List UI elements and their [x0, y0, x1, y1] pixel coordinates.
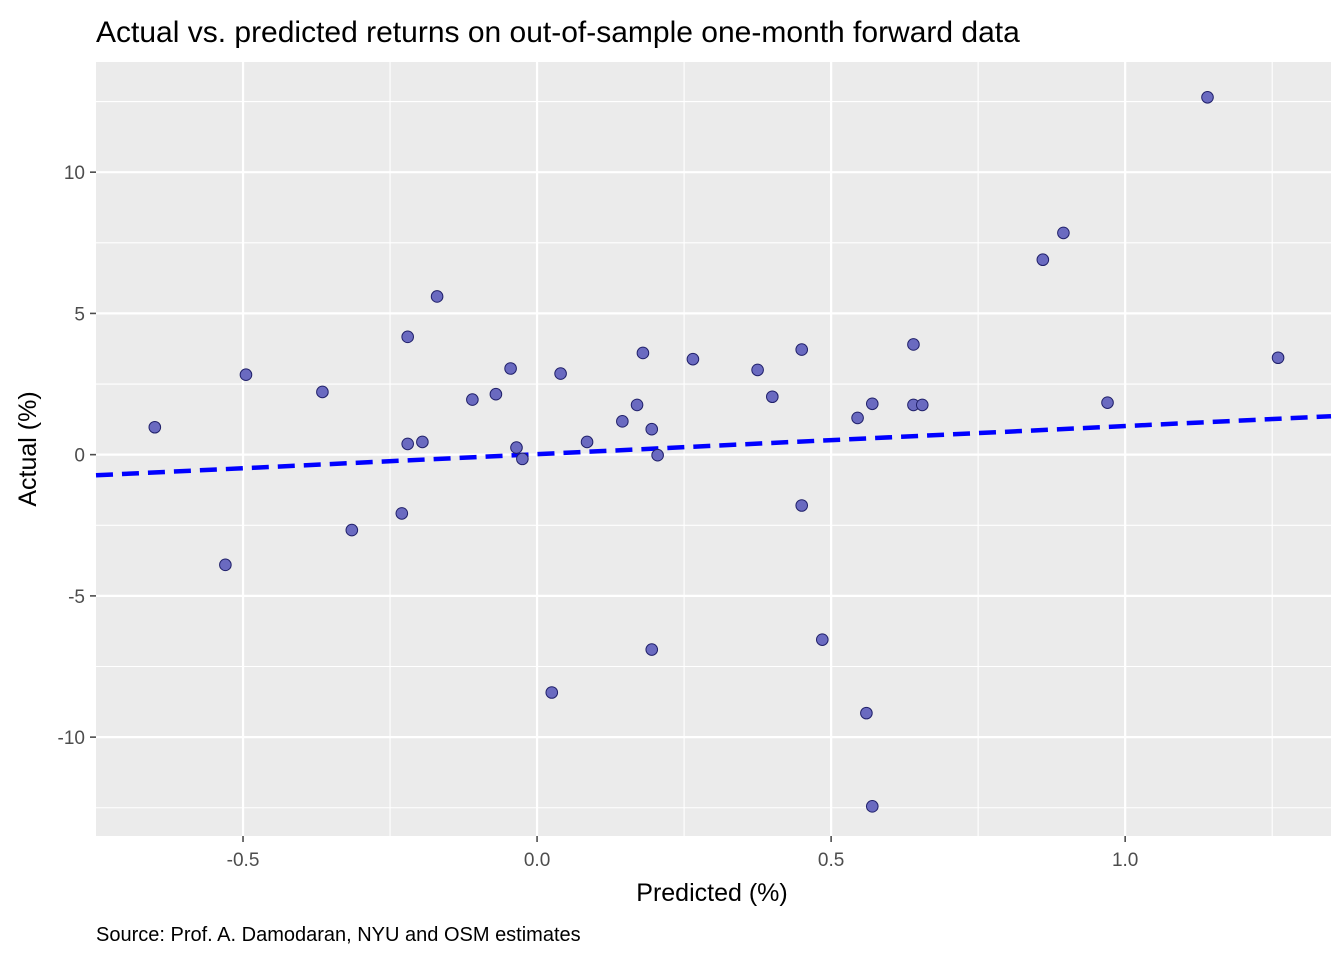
- y-tick-label: 5: [74, 304, 85, 325]
- scatter-point: [645, 643, 659, 656]
- scatter-point: [345, 523, 359, 537]
- scatter-point: [686, 352, 700, 366]
- scatter-point: [636, 346, 650, 360]
- y-tick-label: 10: [64, 163, 85, 184]
- scatter-point: [545, 686, 559, 699]
- trend-line: [95, 413, 1332, 478]
- scatter-point: [795, 499, 809, 512]
- scatter-point: [554, 367, 567, 380]
- scatter-point: [316, 385, 329, 399]
- scatter-point: [580, 435, 594, 449]
- scatter-point: [239, 368, 253, 382]
- scatter-point: [630, 398, 644, 412]
- scatter-point: [430, 290, 444, 303]
- scatter-point: [148, 420, 162, 434]
- x-tick-label: 0.0: [524, 850, 550, 871]
- scatter-point: [1036, 253, 1050, 267]
- scatter-point: [516, 452, 529, 466]
- scatter-point: [907, 338, 920, 351]
- x-axis-title: Predicted (%): [636, 879, 787, 907]
- scatter-point: [395, 507, 409, 520]
- y-tick-label: -10: [58, 728, 85, 749]
- scatter-point: [766, 390, 779, 404]
- scatter-point: [815, 633, 829, 646]
- scatter-point: [851, 411, 864, 425]
- scatter-point: [489, 387, 503, 401]
- scatter-point: [795, 343, 809, 356]
- scatter-point: [865, 800, 879, 813]
- points-layer: [148, 91, 1285, 813]
- x-tick-label: 1.0: [1112, 850, 1138, 871]
- chart-title: Actual vs. predicted returns on out-of-s…: [96, 16, 1020, 49]
- scatter-point: [915, 398, 929, 412]
- scatter-point: [416, 435, 429, 449]
- x-tick-label: 0.5: [818, 850, 844, 871]
- scatter-point: [510, 441, 523, 454]
- scatter-point: [466, 393, 479, 406]
- scatter-point: [860, 706, 873, 720]
- scatter-point: [645, 422, 659, 436]
- scatter-point: [401, 437, 414, 451]
- y-tick-label: 0: [74, 446, 85, 467]
- x-axis: -0.5 0.0 0.5 1.0: [227, 836, 1138, 871]
- major-gridlines: [96, 62, 1331, 836]
- scatter-point: [401, 330, 414, 344]
- scatter-point: [651, 448, 664, 462]
- y-axis-title: Actual (%): [14, 391, 42, 506]
- y-tick-label: -5: [68, 587, 85, 608]
- scatter-point: [865, 397, 879, 411]
- y-axis: -10 -5 0 5 10: [58, 163, 96, 749]
- x-tick-label: -0.5: [227, 850, 260, 871]
- scatter-point: [1057, 226, 1070, 240]
- scatter-point: [1101, 396, 1114, 409]
- scatter-point: [751, 363, 764, 377]
- plot-panel: [96, 62, 1331, 836]
- trend-layer: [95, 413, 1332, 478]
- scatter-point: [504, 362, 517, 375]
- chart-caption: Source: Prof. A. Damodaran, NYU and OSM …: [96, 924, 581, 946]
- scatter-point: [1271, 351, 1285, 365]
- scatter-point: [616, 415, 629, 428]
- scatter-point: [219, 558, 232, 572]
- scatter-point: [1201, 91, 1214, 104]
